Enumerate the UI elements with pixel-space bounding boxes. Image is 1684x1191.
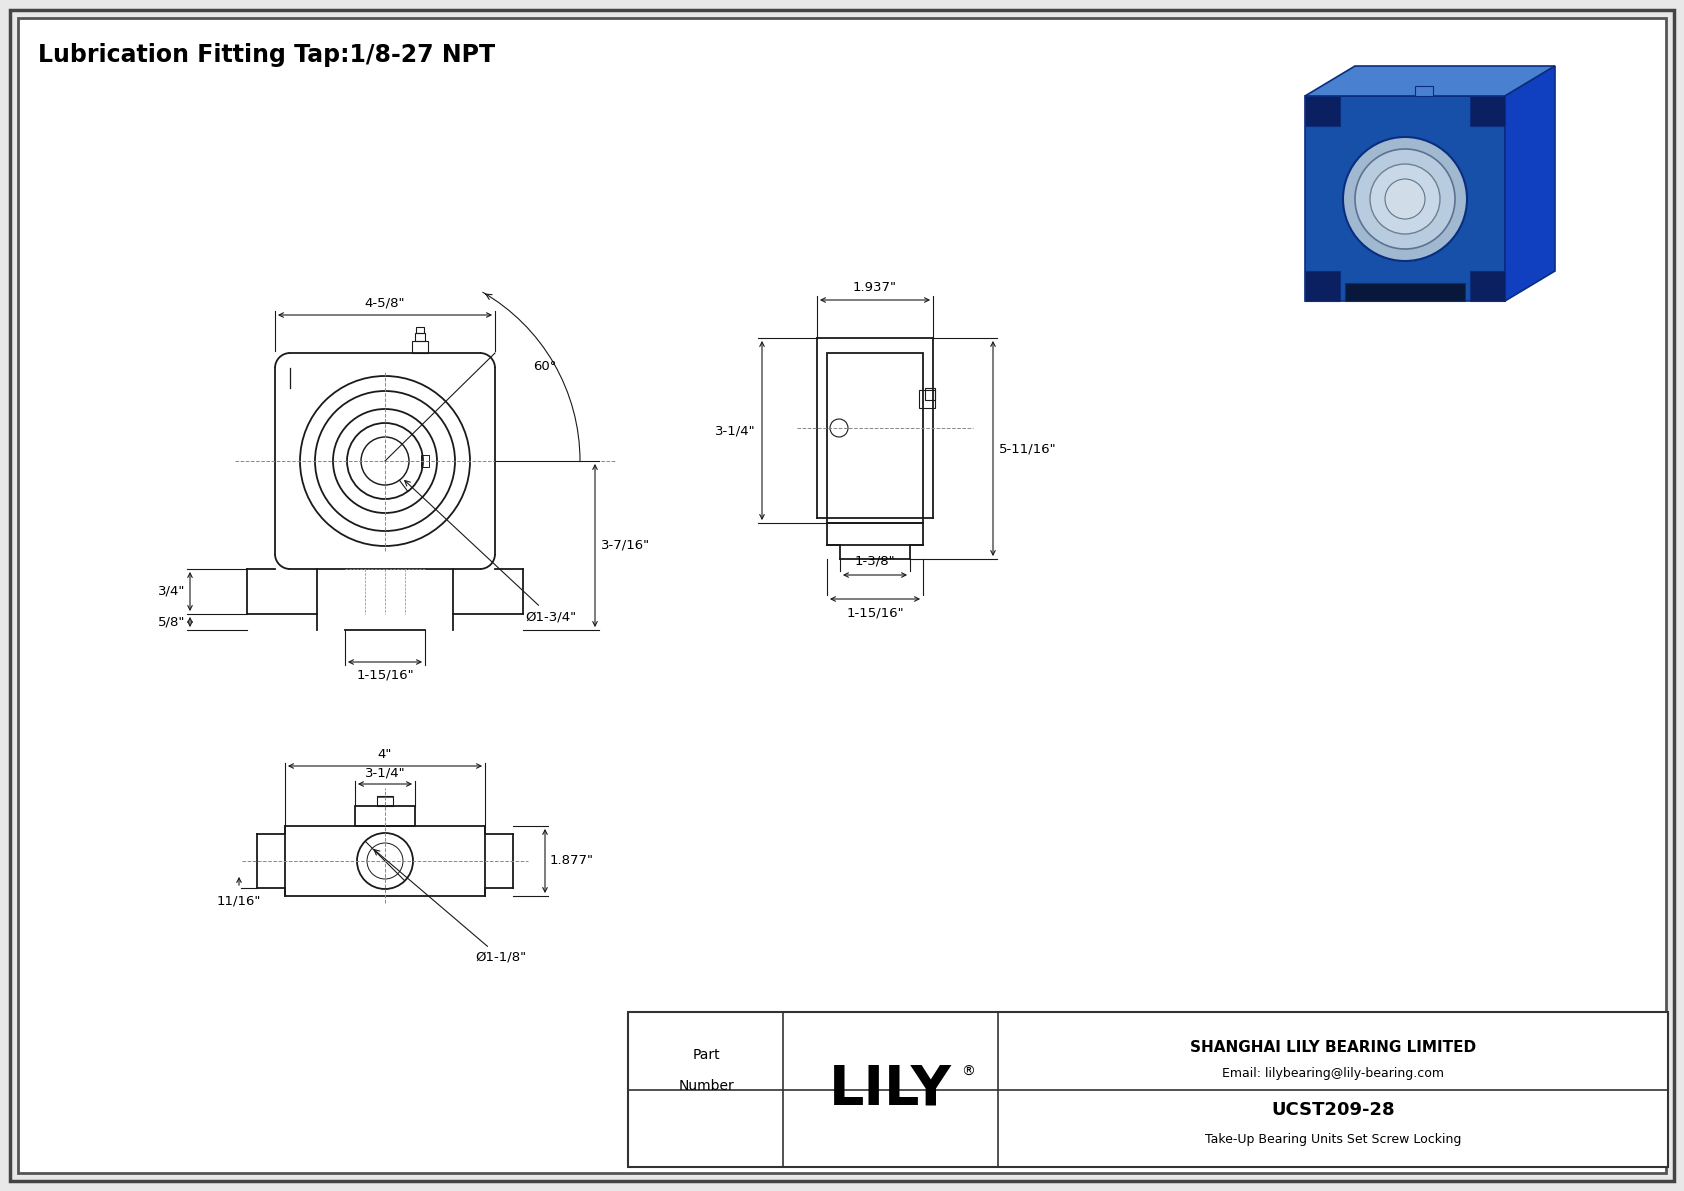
Text: Part: Part: [692, 1048, 719, 1062]
Polygon shape: [1505, 66, 1554, 301]
Bar: [414, 333, 424, 341]
Text: 3-7/16": 3-7/16": [601, 540, 650, 551]
Text: 4-5/8": 4-5/8": [365, 297, 406, 308]
Text: Ø1-3/4": Ø1-3/4": [404, 480, 576, 623]
Polygon shape: [1305, 66, 1554, 96]
Text: LILY: LILY: [829, 1062, 951, 1116]
Text: 1-3/8": 1-3/8": [855, 554, 896, 567]
Text: Email: lilybearing@lily-bearing.com: Email: lilybearing@lily-bearing.com: [1223, 1067, 1443, 1080]
Text: 1-15/16": 1-15/16": [845, 607, 904, 621]
Bar: [413, 341, 428, 353]
Text: 5/8": 5/8": [158, 616, 185, 629]
Text: 1.937": 1.937": [854, 281, 898, 294]
Bar: [377, 796, 392, 806]
Circle shape: [1356, 149, 1455, 249]
Circle shape: [1384, 179, 1425, 219]
Circle shape: [1371, 164, 1440, 233]
Text: 5-11/16": 5-11/16": [999, 442, 1056, 455]
Bar: [919, 389, 935, 409]
Bar: [355, 806, 414, 827]
Text: 3-1/4": 3-1/4": [716, 424, 756, 437]
Bar: [421, 455, 429, 467]
Bar: [1305, 96, 1340, 126]
Bar: [1415, 86, 1433, 96]
Bar: [1470, 272, 1505, 301]
Text: 11/16": 11/16": [217, 894, 261, 908]
Text: UCST209-28: UCST209-28: [1271, 1100, 1394, 1118]
Bar: [827, 353, 923, 523]
Bar: [416, 328, 424, 333]
Text: Take-Up Bearing Units Set Screw Locking: Take-Up Bearing Units Set Screw Locking: [1204, 1133, 1462, 1146]
Text: 3/4": 3/4": [158, 585, 185, 598]
Text: 60°: 60°: [534, 360, 557, 373]
Text: SHANGHAI LILY BEARING LIMITED: SHANGHAI LILY BEARING LIMITED: [1191, 1040, 1477, 1055]
Polygon shape: [1305, 96, 1505, 301]
Bar: [925, 388, 935, 400]
Circle shape: [1344, 137, 1467, 261]
Text: ®: ®: [962, 1065, 975, 1079]
Text: Number: Number: [679, 1079, 734, 1093]
Text: Ø1-1/8": Ø1-1/8": [374, 849, 525, 964]
Bar: [628, 1012, 1667, 1167]
Bar: [1470, 96, 1505, 126]
Bar: [285, 827, 485, 896]
Text: 3-1/4": 3-1/4": [365, 766, 406, 779]
Text: 1.877": 1.877": [551, 854, 594, 867]
Bar: [377, 797, 392, 805]
Text: Lubrication Fitting Tap:1/8-27 NPT: Lubrication Fitting Tap:1/8-27 NPT: [39, 43, 495, 67]
Polygon shape: [1346, 283, 1465, 301]
Bar: [1305, 272, 1340, 301]
Text: 4": 4": [377, 748, 392, 761]
Text: 1-15/16": 1-15/16": [357, 668, 414, 681]
